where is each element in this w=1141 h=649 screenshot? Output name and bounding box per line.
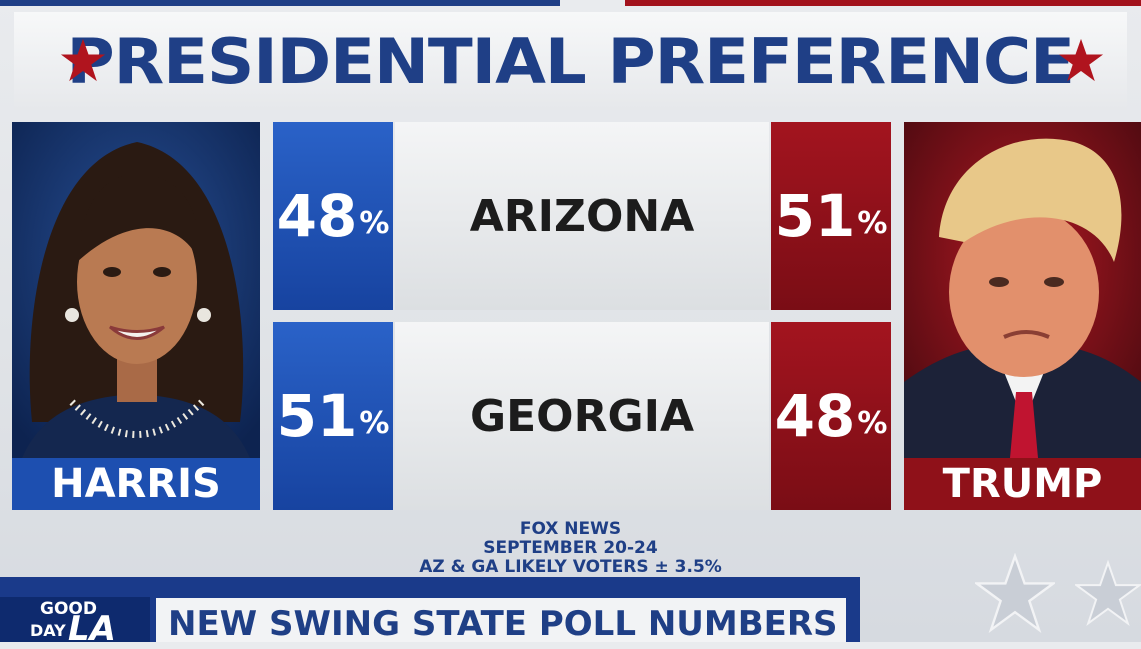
headline-bar: NEW SWING STATE POLL NUMBERS: [156, 598, 846, 642]
state-label: ARIZONA: [395, 122, 769, 310]
harris-percent-value: 51: [276, 382, 358, 450]
star-icon-decorative: [1075, 559, 1141, 626]
page-title: PRESIDENTIAL PREFERENCE: [66, 24, 1076, 98]
star-icon-decorative: [975, 553, 1055, 633]
state-row-arizona: 48% ARIZONA 51%: [273, 122, 893, 310]
trump-percent-value: 51: [774, 182, 856, 250]
trump-percent-value: 48: [774, 382, 856, 450]
percent-sign: %: [857, 205, 888, 241]
trump-percent-box: 48%: [771, 322, 891, 510]
logo-text-la: LA: [68, 609, 116, 649]
logo-text-good: GOOD: [40, 599, 97, 619]
candidate-left-name: HARRIS: [12, 458, 260, 510]
candidate-right-photo: [904, 122, 1141, 458]
trump-percent-box: 51%: [771, 122, 891, 310]
candidate-left-photo: [12, 122, 260, 458]
top-strip-red: [625, 0, 1141, 6]
logo-text-day: DAY: [30, 621, 66, 640]
percent-sign: %: [857, 405, 888, 441]
state-label: GEORGIA: [395, 322, 769, 510]
source-line-3: AZ & GA LIKELY VOTERS ± 3.5%: [419, 557, 722, 577]
source-line-2: SEPTEMBER 20-24: [483, 538, 658, 558]
title-bar: PRESIDENTIAL PREFERENCE: [14, 12, 1127, 110]
star-icon-right: [1058, 38, 1104, 82]
top-strip-blue: [0, 0, 560, 6]
harris-percent-box: 51%: [273, 322, 393, 510]
star-icon-left: [60, 38, 106, 82]
source-line-1: FOX NEWS: [519, 519, 622, 539]
harris-percent-box: 48%: [273, 122, 393, 310]
harris-percent-value: 48: [276, 182, 358, 250]
percent-sign: %: [359, 205, 390, 241]
state-row-georgia: 51% GEORGIA 48%: [273, 322, 893, 510]
percent-sign: %: [359, 405, 390, 441]
candidate-right-name: TRUMP: [904, 458, 1141, 510]
candidate-left-panel: HARRIS: [12, 122, 260, 510]
good-day-la-logo: GOOD DAY LA: [0, 597, 150, 649]
candidate-right-panel: TRUMP: [904, 122, 1141, 510]
headline-text: NEW SWING STATE POLL NUMBERS: [168, 604, 838, 642]
